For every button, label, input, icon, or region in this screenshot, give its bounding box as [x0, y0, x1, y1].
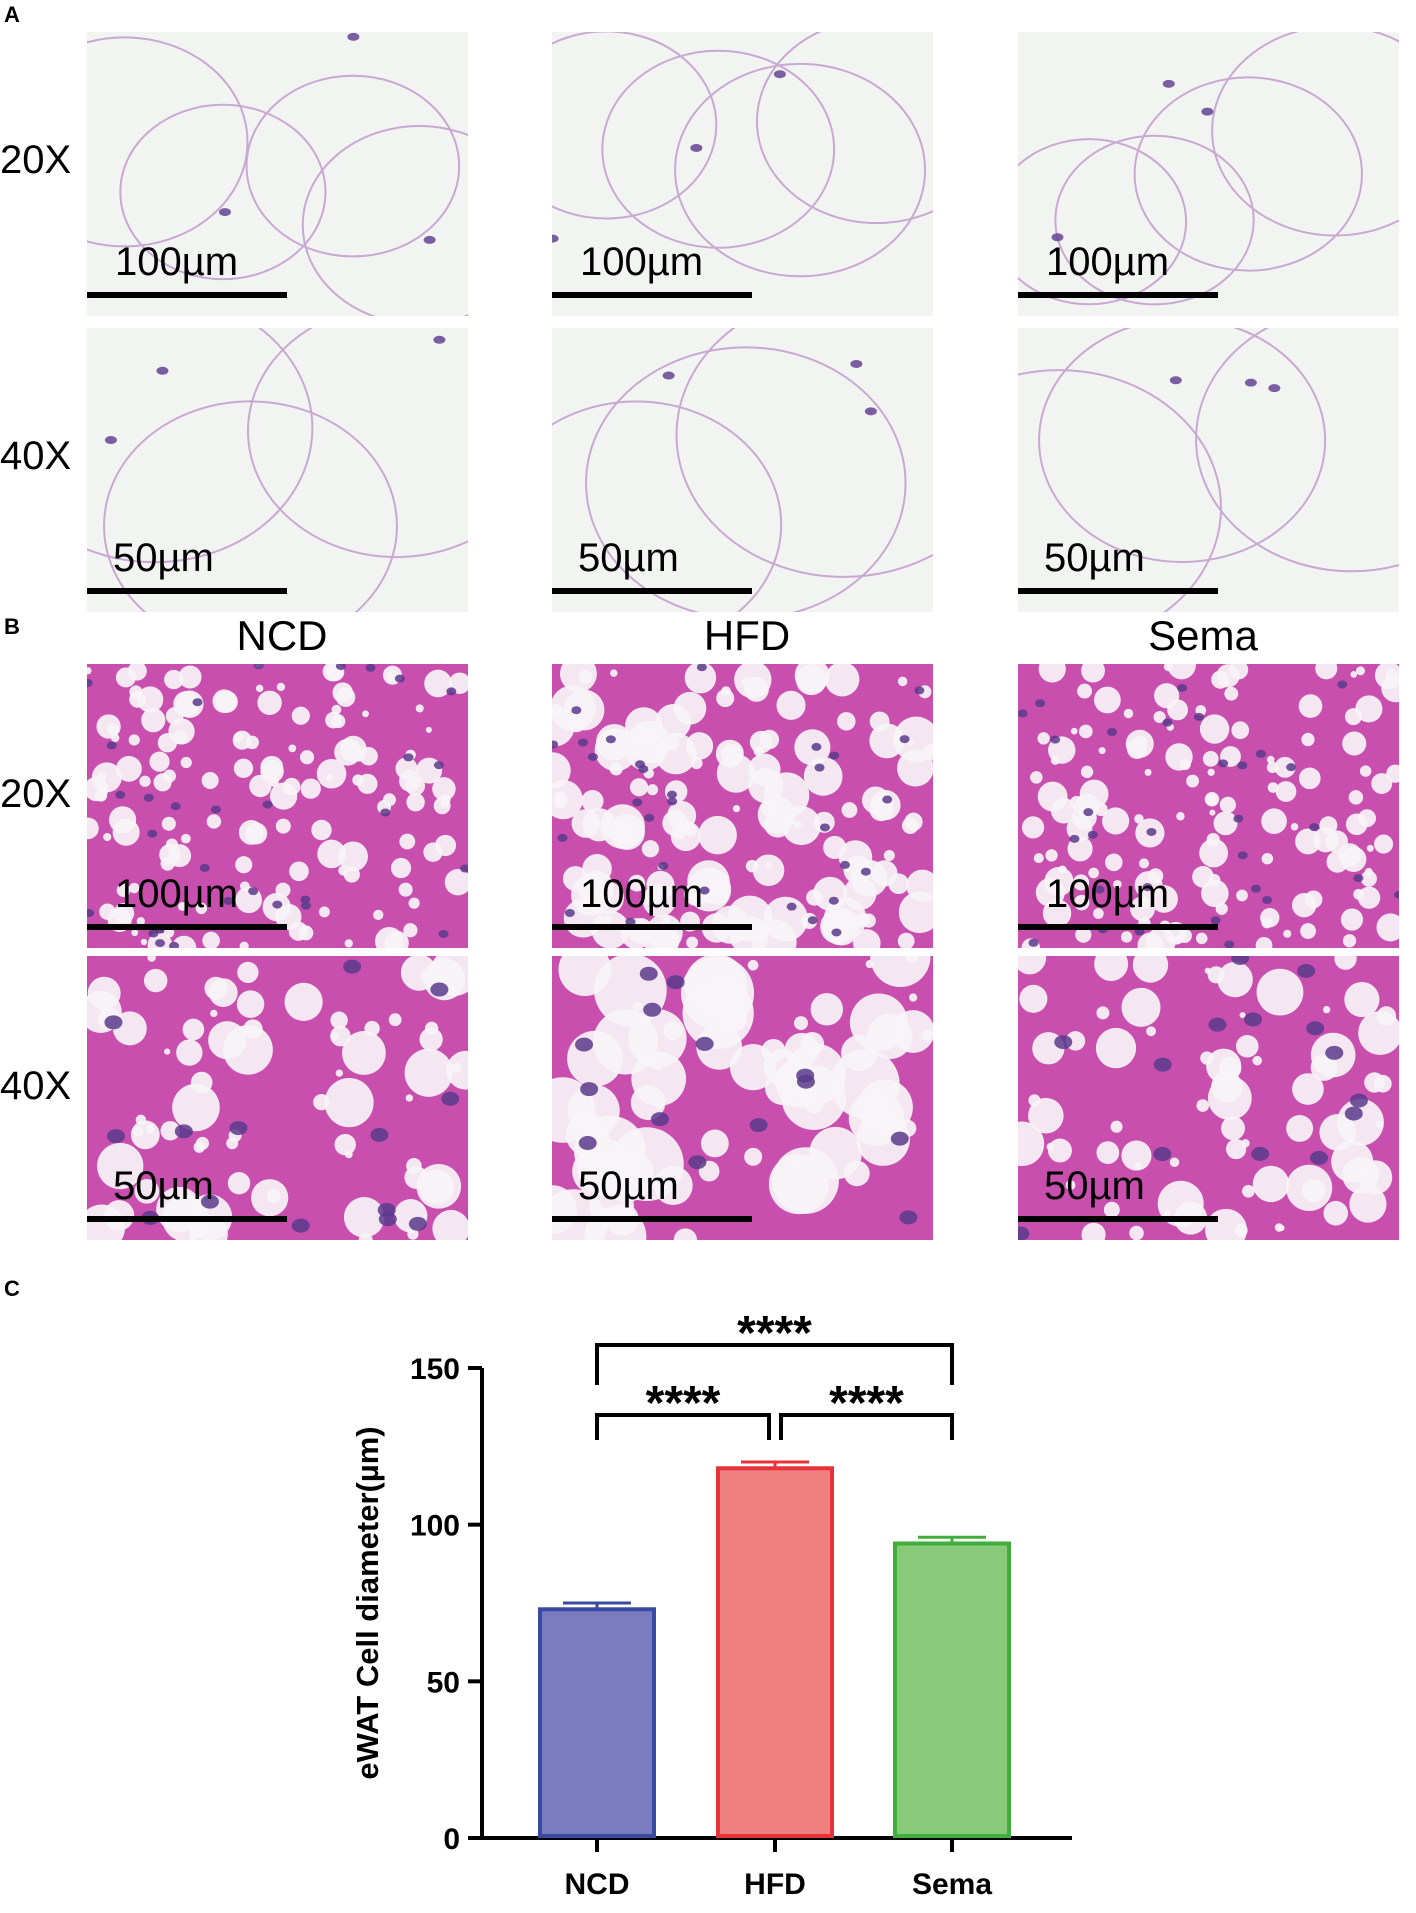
micrograph-b-40x-hfd — [552, 956, 933, 1240]
scale-bar-label: 100µm — [580, 240, 704, 284]
scale-bar — [552, 924, 752, 930]
y-tick-label: 150 — [410, 1353, 460, 1386]
scale-bar — [1018, 1216, 1218, 1222]
column-heading-hfd: HFD — [703, 612, 791, 659]
scale-bar-label: 100µm — [115, 872, 239, 916]
significance-label: **** — [829, 1377, 904, 1430]
micrograph-a-20x-ncd — [87, 32, 468, 316]
scale-bar-label: 100µm — [1046, 240, 1170, 284]
scale-bar — [87, 292, 287, 298]
scale-bar-label: 50µm — [578, 536, 679, 580]
panel-b-20x-label: 20X — [0, 772, 72, 816]
y-tick-label: 0 — [443, 1823, 460, 1856]
micrograph-a-20x-sema — [1018, 32, 1399, 316]
significance-bracket — [779, 1413, 954, 1440]
significance-label: **** — [646, 1377, 721, 1430]
scale-bar-label: 50µm — [113, 1164, 214, 1208]
scale-bar-label: 50µm — [1044, 536, 1145, 580]
bar-hfd — [716, 1466, 834, 1838]
scale-bar — [87, 1216, 287, 1222]
scale-bar — [552, 1216, 752, 1222]
micrograph-b-20x-ncd — [87, 664, 468, 948]
x-tick-label: HFD — [744, 1868, 806, 1901]
panel-a-20x-label: 20X — [0, 138, 72, 182]
panel-a-letter: A — [4, 2, 20, 27]
micrograph-b-40x-sema — [1018, 956, 1399, 1240]
y-axis-label: eWAT Cell diameter(µm) — [350, 1426, 385, 1779]
diameter-bar-chart: 0 50 100 150 NCD HFD Sema **** **** **** eWAT Cell… — [350, 1307, 1072, 1901]
scale-bar — [552, 588, 752, 594]
column-heading-sema: Sema — [1148, 612, 1258, 659]
y-tick-label: 50 — [427, 1666, 460, 1699]
scale-bar — [1018, 292, 1218, 298]
significance-bracket — [595, 1413, 771, 1440]
micrograph-a-40x-ncd — [87, 328, 468, 612]
scale-bar-label: 50µm — [1044, 1164, 1145, 1208]
micrograph-a-20x-hfd — [552, 32, 933, 316]
scale-bar-label: 50µm — [113, 536, 214, 580]
scale-bar-label: 100µm — [1046, 872, 1170, 916]
significance-label: **** — [737, 1307, 812, 1360]
micrograph-a-40x-sema — [1018, 328, 1399, 612]
panel-b-40x-label: 40X — [0, 1064, 72, 1108]
x-tick-label: Sema — [912, 1868, 992, 1901]
scale-bar-label: 50µm — [578, 1164, 679, 1208]
column-heading-ncd: NCD — [236, 612, 328, 659]
panel-a-40x-label: 40X — [0, 434, 72, 478]
scale-bar — [1018, 588, 1218, 594]
panel-b-letter: B — [4, 614, 20, 639]
panel-c-letter: C — [4, 1276, 20, 1301]
bar-ncd — [538, 1607, 656, 1838]
micrograph-b-20x-sema — [1018, 664, 1399, 948]
bar-sema — [893, 1541, 1011, 1838]
scale-bar — [552, 292, 752, 298]
x-tick-label: NCD — [565, 1868, 630, 1901]
scale-bar — [1018, 924, 1218, 930]
y-tick-label: 100 — [410, 1510, 460, 1543]
scale-bar — [87, 924, 287, 930]
micrograph-b-20x-hfd — [552, 664, 933, 948]
micrograph-b-40x-ncd — [87, 956, 468, 1240]
scale-bar-label: 100µm — [115, 240, 239, 284]
scale-bar-label: 100µm — [580, 872, 704, 916]
micrograph-a-40x-hfd — [552, 328, 933, 612]
significance-bracket — [595, 1343, 954, 1385]
scale-bar — [87, 588, 287, 594]
